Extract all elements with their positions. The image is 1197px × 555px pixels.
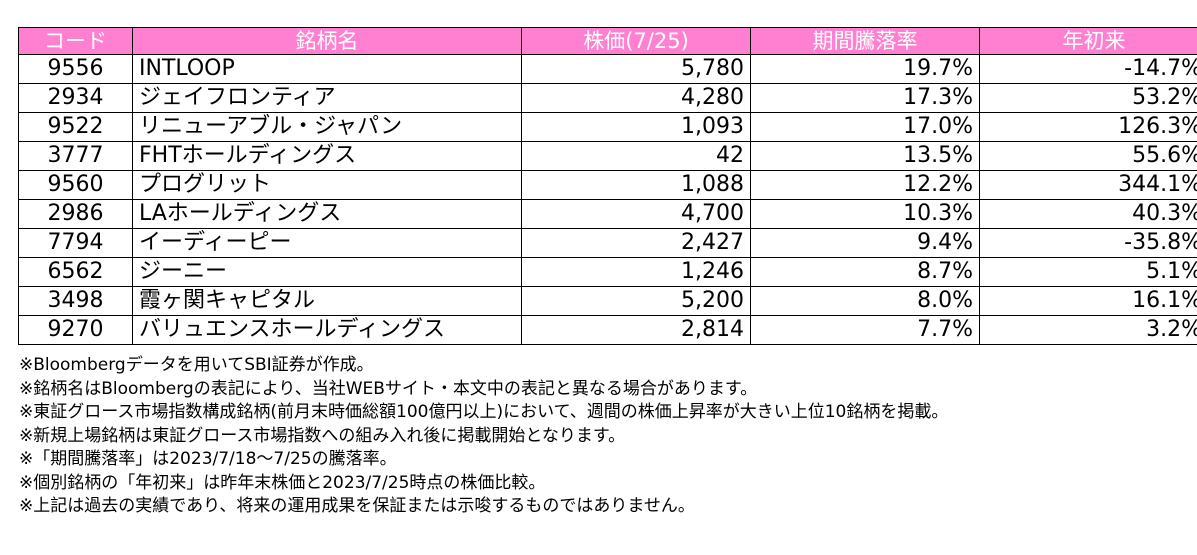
cell-period-change: 17.3%: [750, 83, 980, 113]
table-row: 9522 リニューアブル・ジャパン 1,093 17.0% 126.3%: [18, 112, 1197, 142]
cell-name: LAホールディングス: [132, 199, 522, 229]
header-name: 銘柄名: [132, 27, 522, 55]
cell-price: 1,093: [521, 112, 751, 142]
cell-code: 9560: [18, 170, 133, 200]
cell-period-change: 9.4%: [750, 228, 980, 258]
table-row: 7794 イーディーピー 2,427 9.4% -35.8%: [18, 228, 1197, 258]
cell-price: 2,814: [521, 315, 751, 345]
cell-ytd: 40.3%: [979, 199, 1197, 229]
cell-name: プログリット: [132, 170, 522, 200]
header-ytd: 年初来: [979, 27, 1197, 55]
cell-price: 4,700: [521, 199, 751, 229]
table-row: 3777 FHTホールディングス 42 13.5% 55.6%: [18, 141, 1197, 171]
cell-price: 5,780: [521, 54, 751, 84]
cell-ytd: 55.6%: [979, 141, 1197, 171]
cell-name: ジーニー: [132, 257, 522, 287]
cell-code: 3777: [18, 141, 133, 171]
cell-code: 9270: [18, 315, 133, 345]
cell-code: 7794: [18, 228, 133, 258]
cell-price: 42: [521, 141, 751, 171]
footnote: ※Bloombergデータを用いてSBI証券が作成。: [19, 355, 374, 375]
cell-code: 3498: [18, 286, 133, 316]
table-row: 2934 ジェイフロンティア 4,280 17.3% 53.2%: [18, 83, 1197, 113]
cell-code: 9556: [18, 54, 133, 84]
cell-ytd: -35.8%: [979, 228, 1197, 258]
cell-ytd: 5.1%: [979, 257, 1197, 287]
header-price: 株価(7/25): [521, 27, 751, 55]
header-period-change: 期間騰落率: [750, 27, 980, 55]
cell-code: 9522: [18, 112, 133, 142]
cell-period-change: 7.7%: [750, 315, 980, 345]
cell-name: FHTホールディングス: [132, 141, 522, 171]
cell-ytd: 344.1%: [979, 170, 1197, 200]
footnotes: ※Bloombergデータを用いてSBI証券が作成。 ※銘柄名はBloomber…: [19, 354, 1179, 519]
table-row: 9270 バリュエンスホールディングス 2,814 7.7% 3.2%: [18, 315, 1197, 345]
cell-period-change: 8.0%: [750, 286, 980, 316]
footnote: ※東証グロース市場指数構成銘柄(前月末時価総額100億円以上)において、週間の株…: [19, 402, 949, 422]
cell-name: バリュエンスホールディングス: [132, 315, 522, 345]
table-header-row: コード 銘柄名 株価(7/25) 期間騰落率 年初来: [18, 27, 1197, 55]
cell-name: イーディーピー: [132, 228, 522, 258]
footnote: ※上記は過去の実績であり、将来の運用成果を保証または示唆するものではありません。: [19, 496, 695, 516]
footnote: ※銘柄名はBloombergの表記により、当社WEBサイト・本文中の表記と異なる…: [19, 378, 758, 399]
cell-price: 4,280: [521, 83, 751, 113]
cell-code: 2986: [18, 199, 133, 229]
table-row: 9556 INTLOOP 5,780 19.7% -14.7%: [18, 54, 1197, 84]
cell-code: 6562: [18, 257, 133, 287]
footnote: ※個別銘柄の「年初来」は昨年末株価と2023/7/25時点の株価比較。: [19, 472, 546, 493]
cell-period-change: 13.5%: [750, 141, 980, 171]
footnote: ※新規上場銘柄は東証グロース市場指数への組み入れ後に掲載開始となります。: [19, 425, 626, 446]
cell-ytd: 53.2%: [979, 83, 1197, 113]
cell-period-change: 12.2%: [750, 170, 980, 200]
cell-name: 霞ヶ関キャピタル: [132, 286, 522, 316]
cell-price: 1,246: [521, 257, 751, 287]
cell-code: 2934: [18, 83, 133, 113]
cell-price: 1,088: [521, 170, 751, 200]
table-row: 9560 プログリット 1,088 12.2% 344.1%: [18, 170, 1197, 200]
cell-ytd: -14.7%: [979, 54, 1197, 84]
cell-ytd: 16.1%: [979, 286, 1197, 316]
cell-price: 2,427: [521, 228, 751, 258]
cell-period-change: 17.0%: [750, 112, 980, 142]
cell-period-change: 8.7%: [750, 257, 980, 287]
cell-name: ジェイフロンティア: [132, 83, 522, 113]
cell-period-change: 19.7%: [750, 54, 980, 84]
table-row: 2986 LAホールディングス 4,700 10.3% 40.3%: [18, 199, 1197, 229]
cell-price: 5,200: [521, 286, 751, 316]
table-row: 3498 霞ヶ関キャピタル 5,200 8.0% 16.1%: [18, 286, 1197, 316]
table-row: 6562 ジーニー 1,246 8.7% 5.1%: [18, 257, 1197, 287]
footnote: ※「期間騰落率」は2023/7/18～7/25の騰落率。: [19, 449, 397, 469]
cell-ytd: 3.2%: [979, 315, 1197, 345]
cell-period-change: 10.3%: [750, 199, 980, 229]
cell-name: リニューアブル・ジャパン: [132, 112, 522, 142]
cell-ytd: 126.3%: [979, 112, 1197, 142]
stock-ranking-table: コード 銘柄名 株価(7/25) 期間騰落率 年初来 9556 INTLOOP 5,…: [18, 27, 1197, 345]
cell-name: INTLOOP: [132, 54, 522, 84]
table-body: 9556 INTLOOP 5,780 19.7% -14.7% 2934 ジェイフロンティア…: [18, 54, 1197, 345]
header-code: コード: [18, 27, 133, 55]
